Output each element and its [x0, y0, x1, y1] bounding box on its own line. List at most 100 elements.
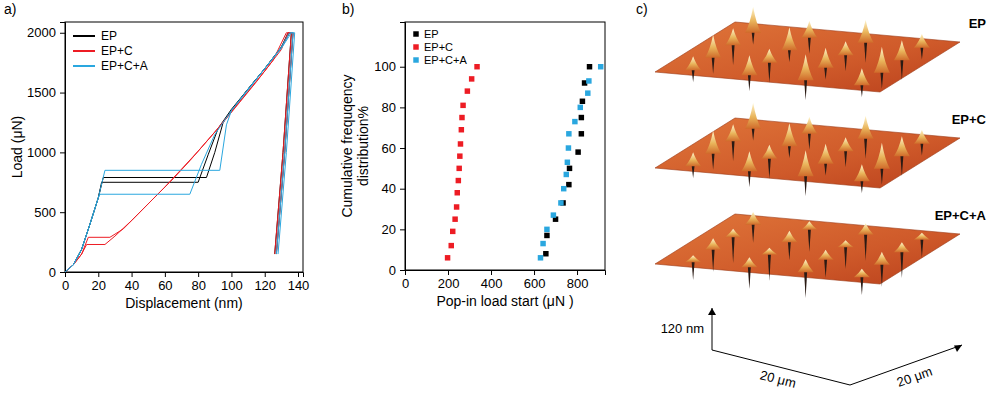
indent-spike	[844, 53, 847, 71]
point	[566, 145, 571, 150]
axis-line	[400, 23, 406, 271]
tick-label: 0	[389, 263, 396, 278]
tick: 0	[402, 270, 409, 291]
tick: 60	[382, 141, 405, 156]
tick-mark	[98, 272, 99, 277]
legend-swatch	[73, 35, 95, 37]
tick-label: 2000	[27, 25, 56, 40]
pile-up-peak	[838, 240, 854, 247]
pile-up-peak	[705, 35, 721, 58]
indent-spike	[768, 61, 771, 83]
indent-spike	[844, 245, 847, 269]
point	[456, 166, 461, 171]
tick-mark	[60, 212, 65, 213]
indent-spike	[824, 162, 827, 176]
point	[572, 119, 577, 124]
legend-swatch	[413, 44, 418, 49]
point	[540, 241, 545, 246]
tick: 0	[62, 272, 69, 293]
load-curve	[65, 33, 291, 272]
indent-spike	[824, 66, 827, 80]
point	[558, 200, 563, 205]
point	[580, 99, 585, 104]
tick: 100	[221, 272, 243, 293]
indent-spike	[712, 248, 715, 272]
load-curve	[65, 33, 293, 272]
pile-up-peak	[761, 145, 777, 159]
tick-mark	[534, 270, 535, 275]
pile-up-peak	[801, 21, 817, 38]
tick: 500	[34, 205, 65, 220]
tick-mark	[60, 152, 65, 153]
point	[579, 131, 584, 136]
tick: 100	[374, 59, 405, 74]
pile-up-peak	[685, 255, 701, 262]
afm-surface	[655, 103, 960, 197]
tick-label: 0	[62, 278, 69, 293]
point	[543, 251, 548, 256]
point	[561, 186, 566, 191]
tick-mark	[298, 272, 299, 277]
tick-mark	[400, 270, 405, 271]
surface-plane	[655, 214, 960, 284]
panel-label: b)	[342, 1, 354, 17]
legend-label: EP+C	[424, 41, 453, 53]
panel-label: a)	[4, 1, 16, 17]
pile-up-peak	[725, 124, 741, 141]
point	[455, 190, 460, 195]
indent-spike	[788, 240, 791, 260]
pile-up-peak	[854, 164, 870, 181]
tick-label: 40	[382, 181, 396, 196]
point	[454, 204, 459, 209]
tick: 2000	[27, 25, 65, 40]
pile-up-peak	[801, 221, 817, 230]
legend-swatch	[73, 50, 95, 52]
tick-mark	[400, 148, 405, 149]
tick: 60	[158, 272, 172, 293]
indent-spike	[712, 56, 715, 74]
indent-spike	[864, 137, 867, 159]
indent-spike	[824, 258, 827, 278]
indent-spike	[748, 73, 751, 91]
tick-mark	[448, 270, 449, 275]
afm-surface	[655, 7, 960, 101]
pile-up-peak	[858, 116, 874, 139]
tick-label: 20	[382, 222, 396, 237]
pile-up-peak	[914, 34, 930, 48]
tick: 0	[49, 265, 65, 280]
tick-label: 600	[524, 276, 546, 291]
indent-spike	[752, 223, 755, 243]
y-axis-title: Cumulative frequqencydistribution%	[339, 74, 371, 217]
pile-up-peak	[838, 137, 854, 151]
legend-label: EP+C+A	[101, 59, 148, 73]
plot-frame	[405, 22, 605, 270]
point	[566, 131, 571, 136]
tick-label: 100	[221, 278, 243, 293]
pile-up-peak	[741, 257, 757, 267]
point	[579, 115, 584, 120]
legend-swatch	[413, 31, 418, 36]
indent-spike	[864, 233, 867, 261]
scale-arrowhead	[708, 308, 716, 315]
tick: 800	[567, 270, 589, 291]
tick-label: 80	[382, 100, 396, 115]
axis: 0500100015002000	[27, 23, 65, 280]
axis-line	[60, 23, 66, 273]
tick: 40	[125, 272, 139, 293]
tick-mark	[60, 93, 65, 94]
point	[458, 141, 463, 146]
point	[469, 76, 474, 81]
pile-up-peak	[781, 27, 797, 50]
surface-title: EP	[969, 16, 987, 31]
surface-title: EP+C	[952, 112, 987, 127]
indent-spike	[804, 270, 807, 298]
indent-spike	[920, 142, 923, 156]
tick-mark	[60, 33, 65, 34]
indent-spike	[900, 58, 903, 80]
pile-up-peak	[741, 151, 757, 171]
tick-label: 140	[288, 278, 310, 293]
pile-up-peak	[854, 269, 870, 278]
indent-spike	[860, 275, 863, 295]
pile-up-peak	[705, 238, 721, 250]
indent-spike	[732, 235, 735, 263]
